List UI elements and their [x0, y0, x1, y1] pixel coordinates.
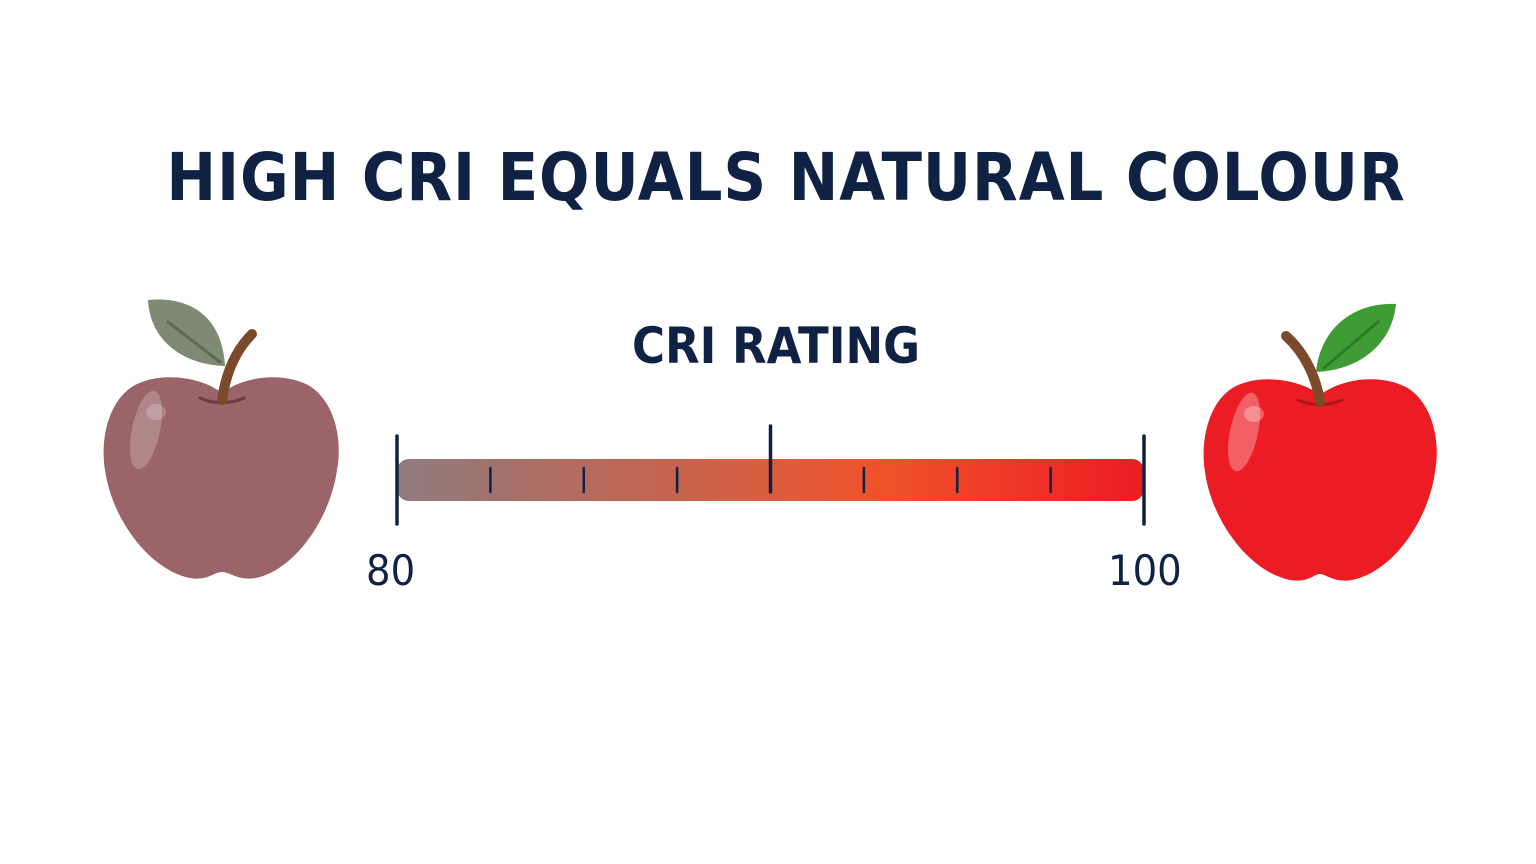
- vivid-apple-body: [1203, 379, 1437, 581]
- scale-max-label: 100: [1108, 546, 1182, 595]
- page-title: HIGH CRI EQUALS NATURAL COLOUR: [166, 139, 1406, 216]
- dull-apple-stem: [217, 329, 257, 405]
- vivid-apple-icon: [1203, 303, 1437, 581]
- dull-apple-icon: [103, 299, 339, 579]
- vivid-apple-leaf: [1316, 303, 1396, 372]
- scale-heading: CRI RATING: [631, 317, 921, 375]
- scale-ticks: [395, 424, 1146, 526]
- dull-apple-body: [103, 377, 339, 579]
- scale-min-label: 80: [366, 546, 416, 595]
- vivid-apple-stem: [1281, 331, 1325, 407]
